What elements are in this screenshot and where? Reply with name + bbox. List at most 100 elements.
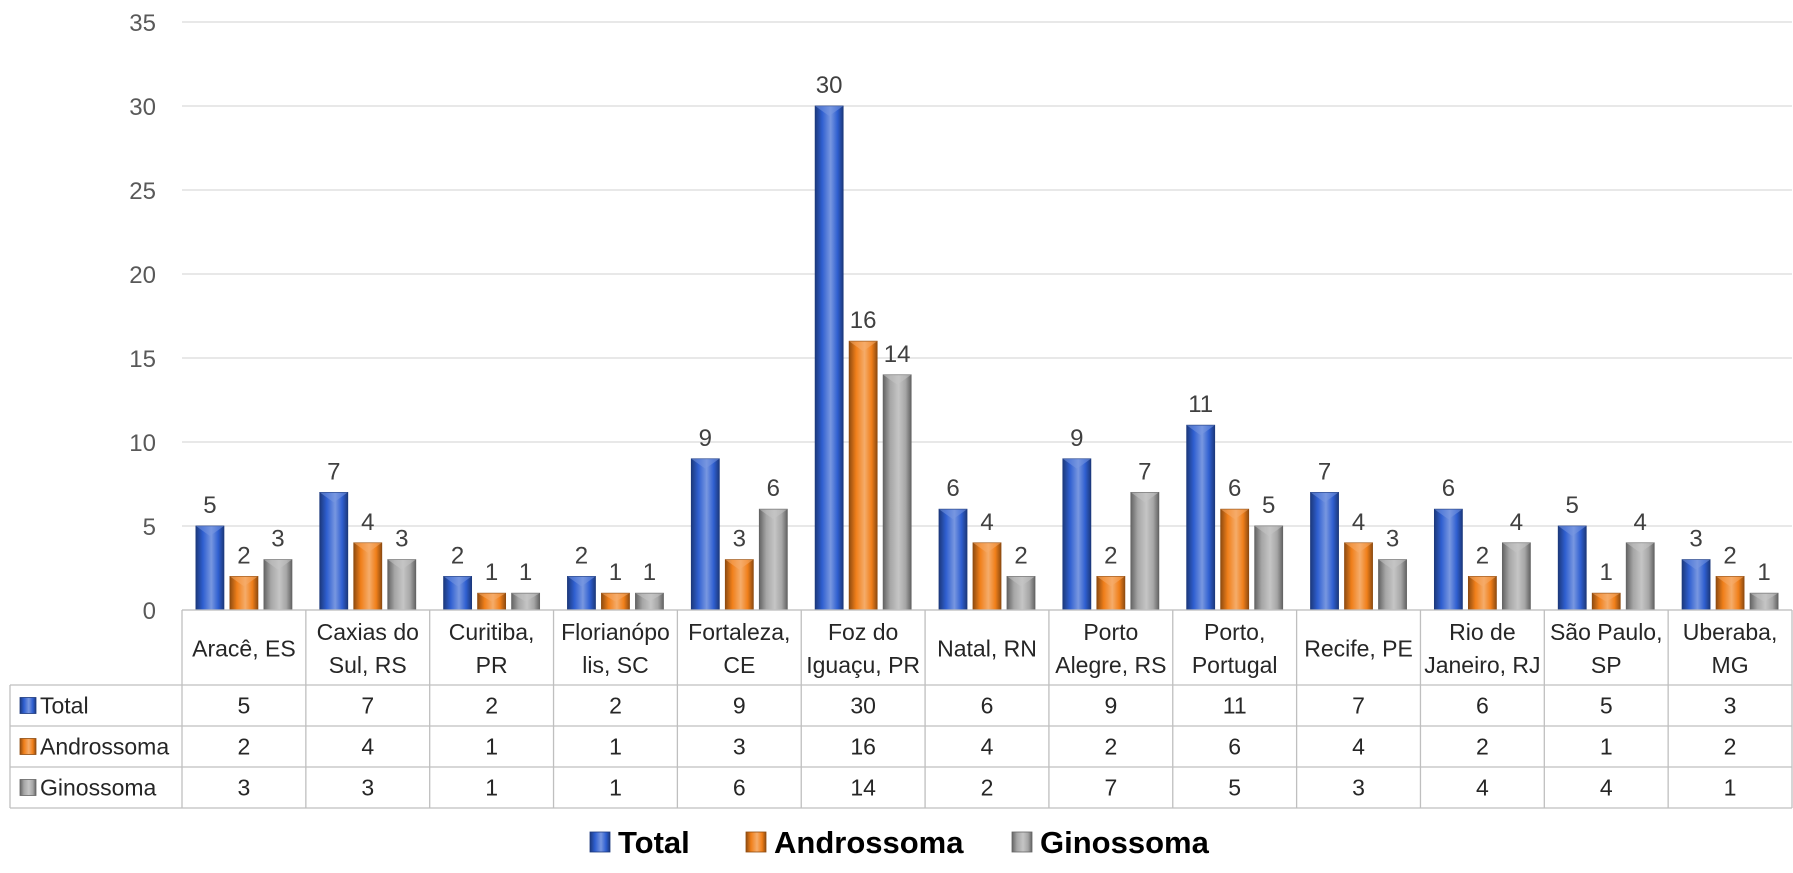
bar-bevel-ginossoma-curitiba-pr xyxy=(511,593,540,602)
category-label-fortaleza-ce-line-1: Fortaleza, xyxy=(688,619,790,645)
bar-bevel-total-fortaleza-ce xyxy=(691,458,720,469)
table-cell-androssoma-porto-portugal: 6 xyxy=(1228,734,1241,760)
y-tick-label-5: 5 xyxy=(143,514,156,541)
bar-bevel-ginossoma-recife-pe xyxy=(1378,559,1407,570)
table-cell-ginossoma-uberaba-mg: 1 xyxy=(1724,775,1737,801)
bar-bevel-androssoma-recife-pe xyxy=(1344,542,1373,553)
bar-total-rio-de-janeiro-rj xyxy=(1433,508,1463,611)
y-axis: 0 5 10 15 20 25 30 35 xyxy=(129,10,156,625)
category-label-uberaba-mg-line-1: Uberaba, xyxy=(1683,619,1778,645)
table-cell-total-arace-es: 5 xyxy=(238,693,251,719)
category-label-florianopo-lis-sc-line-2: lis, SC xyxy=(582,652,648,678)
gridlines xyxy=(182,21,1792,611)
bar-total-caxias-do-sul-rs xyxy=(319,491,349,611)
bar-bevel-androssoma-caxias-do-sul-rs xyxy=(353,542,382,553)
legend-label-ginossoma: Ginossoma xyxy=(1040,825,1210,860)
bar-total-arace-es xyxy=(195,525,225,611)
bar-bevel-ginossoma-florianopo-lis-sc xyxy=(635,593,664,602)
table-cell-ginossoma-caxias-do-sul-rs: 3 xyxy=(361,775,374,801)
table-cell-androssoma-foz-do-iguacu-pr: 16 xyxy=(850,734,876,760)
category-label-uberaba-mg-line-2: MG xyxy=(1712,652,1749,678)
bar-total-recife-pe xyxy=(1310,491,1339,611)
category-label-foz-do-iguacu-pr-line-1: Foz do xyxy=(828,619,898,645)
category-label-rio-de-janeiro-rj-line-1: Rio de xyxy=(1449,619,1515,645)
data-label-ginossoma-uberaba-mg: 1 xyxy=(1757,559,1770,586)
y-tick-label-10: 10 xyxy=(129,430,156,457)
bar-total-porto-portugal xyxy=(1186,424,1216,611)
data-label-androssoma-curitiba-pr: 1 xyxy=(485,559,498,586)
bar-androssoma-natal-rn xyxy=(972,542,1002,611)
table-cell-androssoma-sao-paulo-sp: 1 xyxy=(1600,734,1613,760)
table-cell-androssoma-natal-rn: 4 xyxy=(981,734,994,760)
legend-key-total xyxy=(589,831,611,853)
data-label-androssoma-porto-portugal: 6 xyxy=(1228,475,1241,502)
category-label-caxias-do-sul-rs-line-1: Caxias do xyxy=(317,619,419,645)
y-tick-label-15: 15 xyxy=(129,346,156,373)
data-label-ginossoma-curitiba-pr: 1 xyxy=(519,559,532,586)
bar-total-porto-alegre-rs xyxy=(1062,458,1092,611)
data-label-ginossoma-caxias-do-sul-rs: 3 xyxy=(395,526,408,553)
data-label-total-sao-paulo-sp: 5 xyxy=(1566,492,1579,519)
table-cell-ginossoma-fortaleza-ce: 6 xyxy=(733,775,746,801)
data-label-ginossoma-florianopo-lis-sc: 1 xyxy=(643,559,656,586)
bar-bevel-androssoma-porto-portugal xyxy=(1220,509,1249,520)
table-cell-ginossoma-florianopo-lis-sc: 1 xyxy=(609,775,622,801)
table-cell-total-caxias-do-sul-rs: 7 xyxy=(361,693,374,719)
table-cell-androssoma-curitiba-pr: 1 xyxy=(485,734,498,760)
table-series-name-androssoma: Androssoma xyxy=(40,734,169,760)
table-cell-ginossoma-natal-rn: 2 xyxy=(981,775,994,801)
data-label-total-fortaleza-ce: 9 xyxy=(699,425,712,452)
bar-ginossoma-porto-portugal xyxy=(1254,525,1284,611)
data-label-total-foz-do-iguacu-pr: 30 xyxy=(816,72,843,99)
bar-ginossoma-fortaleza-ce xyxy=(758,508,788,611)
bar-bevel-ginossoma-fortaleza-ce xyxy=(759,509,788,520)
bar-bevel-ginossoma-arace-es xyxy=(263,559,292,570)
data-label-total-natal-rn: 6 xyxy=(946,475,959,502)
data-label-ginossoma-porto-alegre-rs: 7 xyxy=(1138,458,1151,485)
category-label-rio-de-janeiro-rj-line-2: Janeiro, RJ xyxy=(1424,652,1540,678)
table-cell-total-natal-rn: 6 xyxy=(981,693,994,719)
bar-bevel-ginossoma-porto-portugal xyxy=(1254,526,1283,536)
bar-bevel-total-recife-pe xyxy=(1310,492,1339,503)
bar-bevel-ginossoma-foz-do-iguacu-pr xyxy=(883,374,912,385)
category-label-curitiba-pr-line-2: PR xyxy=(476,652,508,678)
data-label-ginossoma-porto-portugal: 5 xyxy=(1262,492,1275,519)
category-label-porto-portugal-line-2: Portugal xyxy=(1192,652,1278,678)
data-label-total-curitiba-pr: 2 xyxy=(451,542,464,569)
category-label-curitiba-pr-line-1: Curitiba, xyxy=(449,619,535,645)
y-tick-label-35: 35 xyxy=(129,10,156,37)
bar-androssoma-foz-do-iguacu-pr xyxy=(848,340,878,611)
table-series-name-ginossoma: Ginossoma xyxy=(40,775,157,801)
y-tick-label-20: 20 xyxy=(129,262,156,289)
table-cell-ginossoma-curitiba-pr: 1 xyxy=(485,775,498,801)
data-label-ginossoma-arace-es: 3 xyxy=(271,526,284,553)
data-label-ginossoma-recife-pe: 3 xyxy=(1386,526,1399,553)
bar-bevel-androssoma-foz-do-iguacu-pr xyxy=(849,341,878,352)
table-cell-ginossoma-porto-alegre-rs: 7 xyxy=(1104,775,1117,801)
bar-bevel-ginossoma-uberaba-mg xyxy=(1750,593,1779,602)
bar-bevel-androssoma-rio-de-janeiro-rj xyxy=(1468,576,1497,587)
legend-key-ginossoma xyxy=(1011,831,1033,853)
data-label-ginossoma-natal-rn: 2 xyxy=(1014,542,1027,569)
bar-ginossoma-sao-paulo-sp xyxy=(1625,542,1655,611)
table-legend-key-androssoma xyxy=(19,738,37,755)
table-cell-ginossoma-rio-de-janeiro-rj: 4 xyxy=(1476,775,1489,801)
bar-total-sao-paulo-sp xyxy=(1557,525,1587,611)
bar-bevel-total-foz-do-iguacu-pr xyxy=(815,106,844,116)
data-label-ginossoma-sao-paulo-sp: 4 xyxy=(1634,509,1647,536)
bar-total-natal-rn xyxy=(938,508,968,611)
table-cell-total-porto-alegre-rs: 9 xyxy=(1104,693,1117,719)
table-cell-ginossoma-foz-do-iguacu-pr: 14 xyxy=(850,775,876,801)
table-cell-total-recife-pe: 7 xyxy=(1352,693,1365,719)
bar-bevel-androssoma-sao-paulo-sp xyxy=(1592,593,1621,602)
category-label-porto-alegre-rs-line-2: Alegre, RS xyxy=(1055,652,1166,678)
bar-bevel-androssoma-florianopo-lis-sc xyxy=(601,593,630,602)
data-label-androssoma-recife-pe: 4 xyxy=(1352,509,1365,536)
y-tick-label-0: 0 xyxy=(143,598,156,625)
data-table: Aracê, ES Caxias do Sul, RS Curitiba, PR Flor… xyxy=(9,609,1793,809)
bar-bevel-total-uberaba-mg xyxy=(1682,559,1711,570)
bar-bevel-ginossoma-caxias-do-sul-rs xyxy=(387,559,416,570)
bar-bevel-total-florianopo-lis-sc xyxy=(567,576,596,587)
